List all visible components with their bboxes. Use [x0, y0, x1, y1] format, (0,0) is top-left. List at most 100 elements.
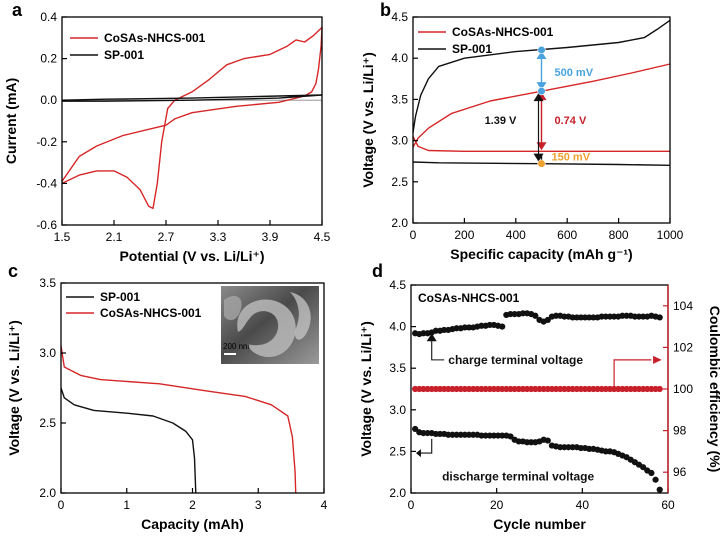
x-tick-label: 0	[410, 228, 417, 242]
x-tick-label: 40	[576, 498, 590, 512]
panel-label-d: d	[372, 261, 383, 281]
x-tick-label: 3	[255, 498, 262, 512]
legend-entry-sp: SP-001	[104, 48, 144, 62]
panel-c: c 0 1 2 3 4 2.0 2.5 3.0 3.5 Capacity (mAh) Voltage …	[6, 261, 328, 532]
x-tick-label: 0	[58, 498, 65, 512]
charge-point	[499, 323, 506, 330]
y-tick-label: -0.2	[36, 135, 57, 149]
discharge-point	[544, 437, 551, 444]
y-tick-label: 0.2	[40, 52, 57, 66]
discharge-point	[507, 433, 514, 440]
legend-entry-sp: SP-001	[452, 42, 492, 56]
sem-particle	[237, 299, 296, 358]
y-axis-label: Current (mA)	[3, 78, 19, 164]
y-tick-label: 0.0	[40, 93, 57, 107]
x-tick-label: 600	[557, 228, 577, 242]
x-axis-label: Specific capacity (mAh g⁻¹)	[450, 246, 632, 262]
arrow-head	[533, 153, 544, 162]
discharge-curve-sp	[60, 387, 197, 494]
x-axis-label: Cycle number	[493, 516, 586, 532]
arrow-head	[653, 355, 662, 364]
sem-inset-image: 200 nm	[221, 286, 319, 364]
ce-point	[656, 385, 663, 393]
arrow-head	[536, 82, 547, 91]
y-tick-label: 2.0	[39, 486, 56, 500]
x-tick-label: 0	[408, 498, 415, 512]
arrow-head	[415, 449, 421, 458]
y-tick-label: 2.0	[391, 216, 408, 230]
plot-frame	[412, 16, 671, 224]
y-right-axis-label: Coulombic efficiency (%)	[707, 306, 723, 472]
x-tick-label: 800	[609, 228, 629, 242]
y-tick-label: 3.0	[389, 403, 406, 417]
x-tick-label: 1	[123, 498, 130, 512]
x-tick-label: 1.5	[54, 230, 71, 244]
voltage-curve-1	[412, 136, 670, 152]
charge-point	[532, 312, 539, 319]
y-tick-label: 3.0	[391, 134, 408, 148]
annotation-500mv: 500 mV	[555, 67, 594, 79]
marker-point-0	[537, 45, 546, 55]
x-tick-label: 60	[661, 498, 675, 512]
panel-label-c: c	[8, 261, 18, 281]
x-tick-label: 2.7	[158, 230, 175, 244]
charge-pointer	[431, 339, 445, 361]
plot-frame	[61, 16, 323, 226]
panel-d: d 0 20 40 60 2.0 2.5 3.0 3.5 4.0 4.5 Cycle number Vo…	[358, 261, 723, 532]
x-tick-label: 3.9	[262, 230, 279, 244]
y-tick-label: 2.5	[391, 175, 408, 189]
y-tick-label: 3.5	[389, 361, 406, 375]
discharge-point	[648, 469, 655, 477]
marker-point-1	[537, 87, 546, 96]
x-axis-label: Potential (V vs. Li/Li⁺)	[119, 248, 264, 264]
y-tick-label: 4.5	[389, 278, 406, 292]
chart-title: CoSAs-NHCS-001	[418, 291, 520, 305]
y-tick-label: -0.4	[36, 176, 57, 190]
y-tick-label: 4.0	[389, 320, 406, 334]
y-right-tick-label: 104	[673, 299, 693, 313]
y-right-tick-label: 102	[673, 340, 693, 354]
y-axis-label: Voltage (V vs. Li/Li⁺)	[360, 52, 376, 187]
y-tick-label: 3.0	[39, 346, 56, 360]
discharge-pointer	[419, 438, 433, 454]
y-tick-label: 4.5	[391, 10, 408, 24]
arrow-head	[426, 333, 437, 342]
x-tick-label: 3.3	[210, 230, 227, 244]
y-axis-label: Voltage (V vs. Li/Li⁺)	[358, 321, 374, 456]
legend-entry-cosas: CoSAs-NHCS-001	[104, 31, 206, 45]
x-tick-label: 200	[454, 228, 474, 242]
y-tick-label: 2.0	[389, 486, 406, 500]
charge-point	[656, 314, 663, 321]
discharge-point	[652, 476, 659, 483]
voltage-curve-0	[412, 63, 671, 148]
y-tick-label: 2.5	[389, 444, 406, 458]
annotation-discharge: discharge terminal voltage	[442, 469, 594, 483]
y-tick-label: 0.4	[40, 10, 57, 24]
discharge-point	[656, 486, 663, 493]
panel-label-b: b	[380, 0, 391, 20]
discharge-point	[640, 464, 647, 471]
y-right-tick-label: 100	[673, 382, 693, 396]
ce-pointer	[613, 359, 652, 387]
y-tick-label: 3.5	[391, 92, 408, 106]
x-tick-label: 20	[490, 498, 504, 512]
y-tick-label: 2.5	[39, 416, 56, 430]
annotation-150mv: 150 mV	[552, 151, 591, 163]
arrow-head	[533, 93, 544, 102]
panel-a: a 1.5 2.1 2.7 3.3 3.9 4.5 -0.6 -0.4 -0.2 0.0 0.2 0.4…	[3, 0, 331, 264]
x-tick-label: 2	[189, 498, 196, 512]
arrow-head	[536, 50, 547, 59]
y-right-tick-label: 96	[673, 465, 687, 479]
x-tick-label: 4.5	[314, 230, 331, 244]
x-tick-label: 2.1	[106, 230, 123, 244]
panel-label-a: a	[12, 0, 23, 20]
y-right-tick-label: 98	[673, 424, 687, 438]
x-tick-label: 1000	[657, 228, 684, 242]
annotation-074v: 0.74 V	[555, 115, 587, 127]
sem-particle	[290, 292, 311, 340]
annotation-139v: 1.39 V	[485, 115, 517, 127]
y-tick-label: 3.5	[39, 276, 56, 290]
charge-point	[544, 316, 551, 324]
discharge-point	[412, 425, 419, 433]
